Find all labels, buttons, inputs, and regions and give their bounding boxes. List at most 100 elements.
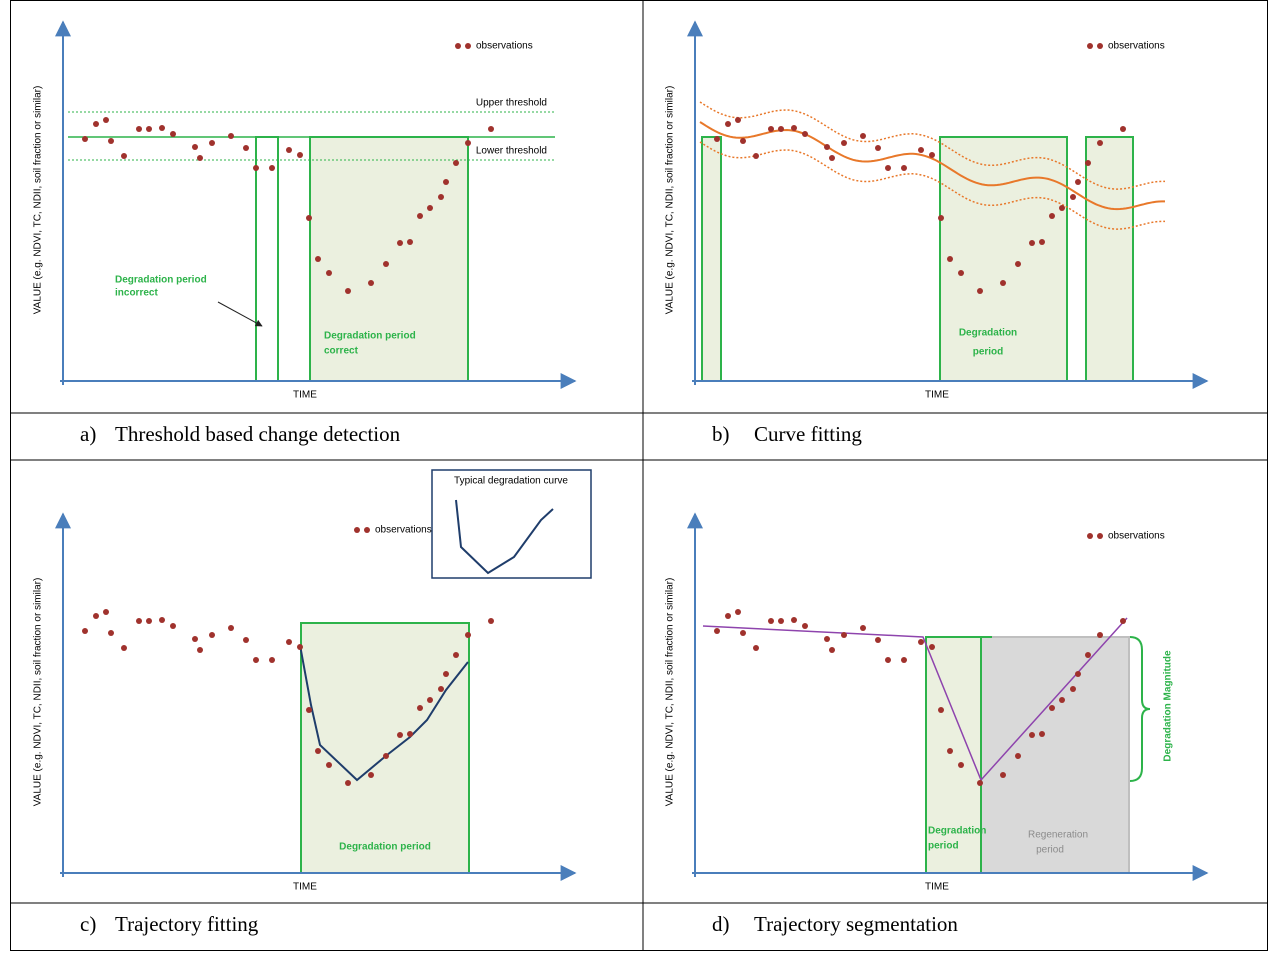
- observation: [443, 179, 449, 185]
- caption-letter: d): [712, 912, 730, 936]
- observation: [753, 153, 759, 159]
- note: Degradation: [928, 826, 986, 837]
- note: Degradation period: [339, 842, 431, 853]
- observation: [1097, 140, 1103, 146]
- panel: VALUE (e.g. NDVI, TC, NDII, soil fractio…: [33, 512, 577, 893]
- observation: [465, 140, 471, 146]
- observation: [383, 261, 389, 267]
- observation: [465, 632, 471, 638]
- observation: [875, 637, 881, 643]
- legend-marker: [1097, 533, 1103, 539]
- observation: [1049, 213, 1055, 219]
- observation: [947, 256, 953, 262]
- panel: VALUE (e.g. NDVI, TC, NDII, soil fractio…: [665, 20, 1209, 401]
- legend-marker: [364, 527, 370, 533]
- observation: [453, 160, 459, 166]
- y-axis-label: VALUE (e.g. NDVI, TC, NDII, soil fractio…: [33, 86, 44, 315]
- observation: [1070, 194, 1076, 200]
- observation: [103, 609, 109, 615]
- observation: [269, 165, 275, 171]
- panel: VALUE (e.g. NDVI, TC, NDII, soil fractio…: [665, 512, 1209, 893]
- note: Degradation: [959, 328, 1017, 339]
- observation: [947, 748, 953, 754]
- observation: [345, 780, 351, 786]
- note: period: [973, 347, 1004, 358]
- observation: [802, 131, 808, 137]
- observation: [958, 270, 964, 276]
- observation: [1015, 261, 1021, 267]
- observation: [725, 613, 731, 619]
- observation: [407, 239, 413, 245]
- observation: [740, 630, 746, 636]
- observation: [929, 644, 935, 650]
- observation: [1000, 772, 1006, 778]
- observation: [1049, 705, 1055, 711]
- legend-label: observations: [1108, 531, 1165, 542]
- note: correct: [324, 346, 359, 357]
- observation: [427, 697, 433, 703]
- legend-marker: [1087, 43, 1093, 49]
- observation: [1015, 753, 1021, 759]
- observation: [438, 686, 444, 692]
- observation: [791, 125, 797, 131]
- x-axis-label: TIME: [925, 882, 949, 893]
- observation: [306, 707, 312, 713]
- observation: [488, 618, 494, 624]
- observation: [326, 762, 332, 768]
- legend-marker: [1087, 533, 1093, 539]
- observation: [136, 618, 142, 624]
- observation: [146, 126, 152, 132]
- observation: [740, 138, 746, 144]
- observation: [345, 288, 351, 294]
- observation: [443, 671, 449, 677]
- observation: [297, 152, 303, 158]
- x-axis-label: TIME: [293, 882, 317, 893]
- observation: [103, 117, 109, 123]
- observation: [768, 126, 774, 132]
- observation: [1039, 239, 1045, 245]
- observation: [286, 147, 292, 153]
- observation: [901, 165, 907, 171]
- legend-label: observations: [476, 41, 533, 52]
- observation: [778, 618, 784, 624]
- observation: [417, 213, 423, 219]
- y-axis-label: VALUE (e.g. NDVI, TC, NDII, soil fractio…: [665, 86, 676, 315]
- observation: [885, 657, 891, 663]
- observation: [977, 288, 983, 294]
- observation: [197, 155, 203, 161]
- legend-marker: [455, 43, 461, 49]
- observation: [417, 705, 423, 711]
- observation: [885, 165, 891, 171]
- observation: [306, 215, 312, 221]
- observation: [146, 618, 152, 624]
- observation: [829, 155, 835, 161]
- caption: Trajectory segmentation: [754, 912, 958, 936]
- observation: [860, 625, 866, 631]
- observation: [938, 215, 944, 221]
- observation: [315, 748, 321, 754]
- observation: [1059, 697, 1065, 703]
- observation: [1000, 280, 1006, 286]
- observation: [121, 153, 127, 159]
- y-axis-label: VALUE (e.g. NDVI, TC, NDII, soil fractio…: [665, 578, 676, 807]
- note: Lower threshold: [476, 146, 547, 157]
- observation: [82, 628, 88, 634]
- observation: [824, 144, 830, 150]
- note: Regeneration: [1028, 830, 1088, 841]
- note: Typical degradation curve: [454, 476, 568, 487]
- legend-marker: [465, 43, 471, 49]
- observation: [170, 131, 176, 137]
- observation: [121, 645, 127, 651]
- observation: [488, 126, 494, 132]
- observation: [253, 165, 259, 171]
- caption-letter: b): [712, 422, 730, 446]
- observation: [170, 623, 176, 629]
- observation: [192, 636, 198, 642]
- note: Degradation Magnitude: [1163, 650, 1174, 762]
- observation: [829, 647, 835, 653]
- note: Upper threshold: [476, 98, 547, 109]
- observation: [977, 780, 983, 786]
- legend-label: observations: [1108, 41, 1165, 52]
- observation: [368, 280, 374, 286]
